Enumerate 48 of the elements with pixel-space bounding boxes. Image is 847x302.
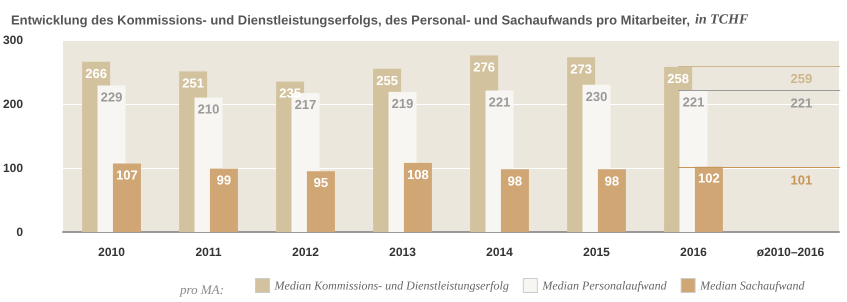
bar (694, 166, 723, 232)
x-tick-label: 2011 (195, 245, 222, 259)
y-tick-label: 100 (2, 161, 24, 175)
data-label: 210 (198, 102, 220, 117)
data-label: 108 (407, 166, 429, 182)
data-label: 229 (100, 89, 122, 104)
x-tick-label: 2015 (583, 245, 610, 259)
chart-title: Entwicklung des Kommissions- und Dienstleistungserfolgs, des Personal- und Sachaufwands pro Mitarbeiter, (11, 12, 690, 28)
y-tick-label: 200 (2, 97, 24, 111)
legend-title: pro MA: (179, 282, 224, 297)
ref-line-label: 101 (790, 172, 812, 188)
x-tick-label: 2013 (389, 245, 416, 259)
bar (210, 168, 238, 232)
data-label: 99 (216, 172, 232, 188)
legend-label: Median Kommissions- und Dienstleistungserfolg (274, 278, 509, 292)
legend-label: Median Sachaufwand (699, 278, 806, 292)
x-tick-label: 2010 (98, 245, 126, 259)
data-label: 255 (376, 72, 398, 88)
data-label: 266 (85, 66, 107, 81)
ref-line-label: 259 (790, 71, 812, 86)
data-label: 98 (604, 173, 620, 188)
data-label: 95 (314, 175, 328, 190)
bar (306, 171, 335, 232)
data-label: 221 (488, 94, 510, 110)
x-tick-label: ø2010–2016 (756, 245, 825, 259)
data-label: 230 (586, 88, 608, 104)
bar (500, 169, 529, 232)
data-label: 217 (294, 97, 316, 112)
data-label: 98 (508, 173, 522, 188)
data-label: 273 (570, 61, 592, 76)
data-label: 107 (116, 168, 138, 183)
data-label: 219 (392, 96, 414, 111)
legend-label: Median Personalaufwand (541, 278, 668, 292)
y-tick-label: 300 (2, 33, 24, 47)
chart-subtitle: in TCHF (695, 12, 749, 28)
bar (598, 169, 626, 232)
bar (404, 162, 432, 232)
x-tick-label: 2014 (486, 245, 514, 259)
data-label: 221 (682, 94, 704, 110)
data-label: 251 (182, 75, 204, 90)
bar (112, 164, 141, 232)
y-tick-label: 0 (16, 225, 24, 239)
data-label: 102 (698, 170, 720, 186)
data-label: 276 (473, 59, 495, 74)
data-label: 258 (667, 70, 689, 86)
ref-line-label: 221 (790, 96, 812, 111)
x-tick-label: 2016 (680, 245, 708, 259)
x-tick-label: 2012 (292, 245, 320, 259)
